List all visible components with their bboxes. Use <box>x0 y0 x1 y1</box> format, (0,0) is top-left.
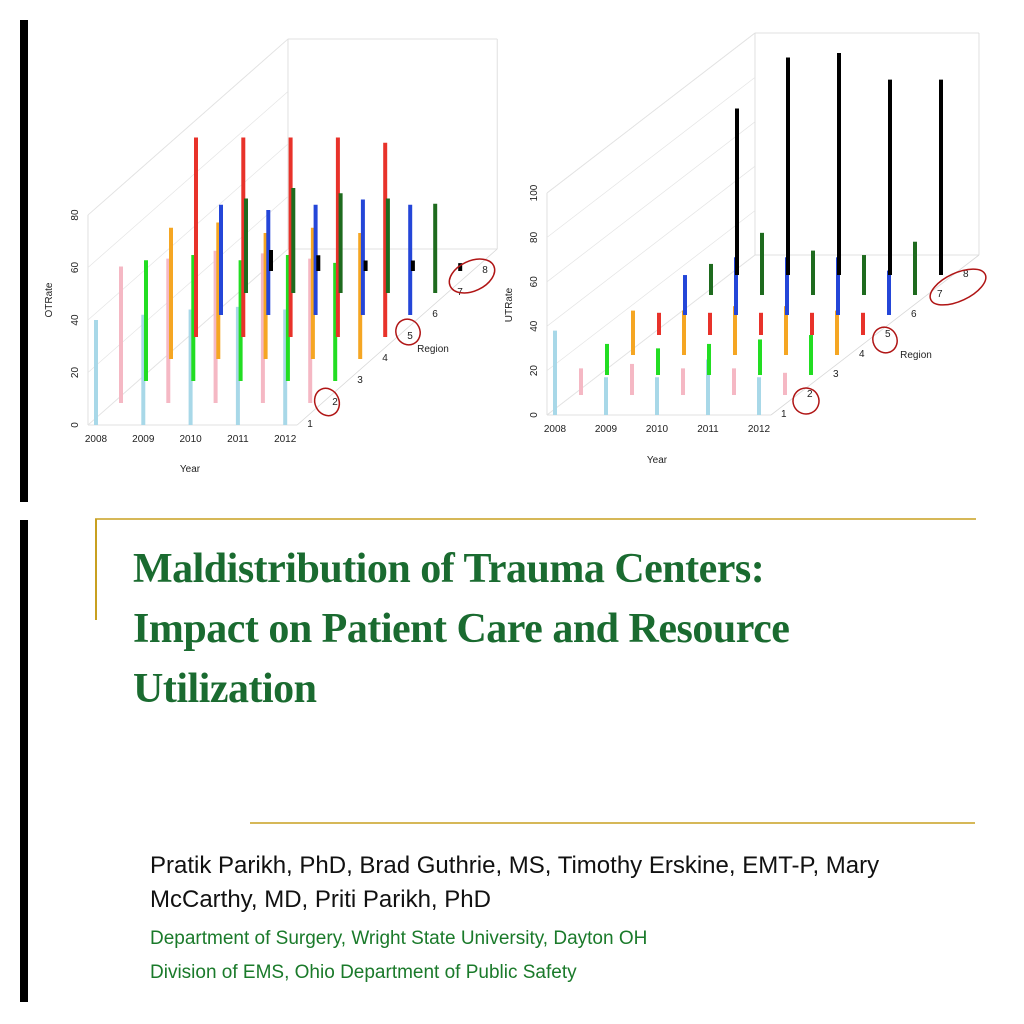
affiliation: Division of EMS, Ohio Department of Publ… <box>150 962 577 983</box>
y-axis-label: UTRate <box>504 287 515 322</box>
annotation-circle <box>929 268 987 306</box>
depth-tick-label: 5 <box>407 331 413 342</box>
grid-line <box>546 165 756 327</box>
y-tick-label: 60 <box>70 262 81 274</box>
authors: McCarthy, MD, Priti Parikh, PhD <box>150 886 491 913</box>
depth-tick-label: 2 <box>332 397 338 408</box>
y-tick-label: 40 <box>70 314 81 326</box>
depth-tick-label: 1 <box>781 409 787 420</box>
x-tick-label: 2009 <box>595 424 618 435</box>
y-tick-label: 20 <box>529 365 540 377</box>
depth-tick-label: 5 <box>885 329 891 340</box>
slide-title: Maldistribution of Trauma Centers: <box>133 546 765 592</box>
depth-tick-label: 4 <box>859 349 865 360</box>
x-tick-label: 2010 <box>179 434 202 445</box>
grid-line <box>87 196 289 373</box>
grid-line <box>87 248 289 426</box>
depth-tick-label: 4 <box>382 353 388 364</box>
y-tick-label: 100 <box>529 184 540 201</box>
grid-line <box>546 121 756 283</box>
y-tick-label: 60 <box>529 276 540 288</box>
depth-tick-label: 3 <box>833 369 839 380</box>
grid-line <box>87 38 289 216</box>
depth-tick-label: 8 <box>482 265 488 276</box>
slide-title: Impact on Patient Care and Resource <box>133 606 790 652</box>
x-axis-label: Year <box>647 455 668 466</box>
y-tick-label: 80 <box>529 231 540 243</box>
grid-line <box>87 91 289 268</box>
depth-tick-label: 6 <box>911 309 917 320</box>
x-tick-label: 2012 <box>274 434 297 445</box>
x-axis-label: Year <box>180 464 201 475</box>
annotation-circle <box>792 387 820 415</box>
depth-tick-label: 2 <box>807 389 813 400</box>
depth-tick-label: 8 <box>963 269 969 280</box>
grid-line <box>546 210 756 371</box>
x-tick-label: 2008 <box>544 424 567 435</box>
x-tick-label: 2010 <box>646 424 669 435</box>
depth-axis-label: Region <box>900 350 932 361</box>
left-bar <box>20 20 28 502</box>
depth-axis-label: Region <box>417 344 449 355</box>
y-tick-label: 40 <box>529 320 540 332</box>
grid-line <box>546 32 756 194</box>
annotation-circle <box>395 318 421 346</box>
y-tick-label: 20 <box>70 367 81 379</box>
annotation-circle <box>872 326 898 354</box>
depth-tick-label: 1 <box>307 419 313 430</box>
x-tick-label: 2009 <box>132 434 155 445</box>
x-tick-label: 2011 <box>697 424 719 435</box>
affiliation: Department of Surgery, Wright State Univ… <box>150 928 648 949</box>
grid-line <box>546 77 756 238</box>
depth-tick-label: 7 <box>937 289 943 300</box>
y-axis-label: OTRate <box>44 282 55 317</box>
x-tick-label: 2008 <box>85 434 108 445</box>
grid-line <box>546 254 756 416</box>
grid-line <box>87 143 289 321</box>
x-tick-label: 2012 <box>748 424 771 435</box>
depth-tick-label: 3 <box>357 375 363 386</box>
x-tick-label: 2011 <box>227 434 249 445</box>
y-tick-label: 80 <box>70 209 81 221</box>
slide-title: Utilization <box>133 666 317 712</box>
authors: Pratik Parikh, PhD, Brad Guthrie, MS, Ti… <box>150 852 880 879</box>
annotation-circle <box>313 387 341 417</box>
left-bar <box>20 520 28 1002</box>
y-tick-label: 0 <box>529 412 540 418</box>
y-tick-label: 0 <box>70 422 81 428</box>
frame-line <box>770 254 980 416</box>
depth-tick-label: 6 <box>432 309 438 320</box>
annotation-circle <box>448 258 496 294</box>
